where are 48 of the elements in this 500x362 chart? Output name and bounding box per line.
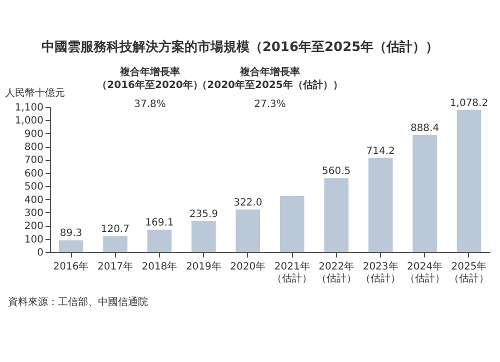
y-tick-label: 600	[24, 168, 44, 180]
x-tick-label: 2019年	[186, 260, 222, 272]
bar	[368, 158, 393, 252]
data-label: 89.3	[60, 228, 82, 240]
y-tick-label: 1,000	[14, 116, 44, 127]
x-tick-label: 2020年	[230, 260, 266, 272]
x-tick-label: 2016年	[53, 260, 89, 272]
y-tick-label: 700	[24, 155, 44, 166]
y-axis-title: 人民幣十億元	[5, 87, 65, 99]
bar	[147, 230, 172, 252]
y-tick-label: 900	[24, 128, 44, 140]
x-tick-label: 2022年（估計）	[316, 260, 356, 284]
y-tick-label: 0	[37, 248, 44, 258]
y-tick-label: 800	[24, 142, 44, 154]
data-label: 235.9	[189, 208, 218, 220]
x-tick-label: 2017年	[98, 260, 133, 272]
bar	[280, 196, 304, 252]
bar	[324, 178, 348, 252]
x-tick-label: 2025年（估計）	[448, 260, 489, 284]
data-label: 1,078.2	[450, 98, 488, 109]
bar	[103, 236, 128, 252]
y-tick-label: 1,100	[14, 102, 44, 114]
data-label: 888.4	[410, 122, 440, 134]
data-label: 322.0	[234, 198, 262, 209]
bar	[58, 240, 84, 252]
annotation: 37.8%	[134, 99, 166, 110]
x-tick-label: 2024年（估計）	[404, 260, 445, 284]
annotation: 27.3%	[254, 99, 286, 110]
x-tick-label: 2023年（估計）	[360, 260, 401, 284]
source-note: 資料來源：工信部、中國信通院	[8, 296, 148, 308]
bar	[236, 210, 260, 252]
data-label: 120.7	[100, 224, 130, 236]
y-tick-label: 200	[24, 221, 44, 232]
text: 複合年增長率	[239, 66, 300, 78]
data-label: 169.1	[145, 218, 174, 229]
bar	[412, 134, 437, 252]
chart-title: 中國雲服務科技解決方案的市場規模（2016年至2025年（估計））	[41, 39, 439, 55]
x-tick-label: 2021年（估計）	[272, 260, 312, 284]
text: 複合年增長率	[119, 66, 180, 78]
y-tick-label: 100	[24, 234, 44, 246]
y-tick-label: 400	[24, 194, 44, 206]
bar	[192, 220, 216, 252]
x-tick-label: 2018年	[142, 260, 178, 272]
y-tick-label: 300	[24, 208, 44, 219]
data-label: 714.2	[366, 146, 395, 157]
data-label: 560.5	[322, 166, 351, 178]
bar	[456, 110, 482, 252]
y-tick-label: 500	[24, 182, 44, 193]
